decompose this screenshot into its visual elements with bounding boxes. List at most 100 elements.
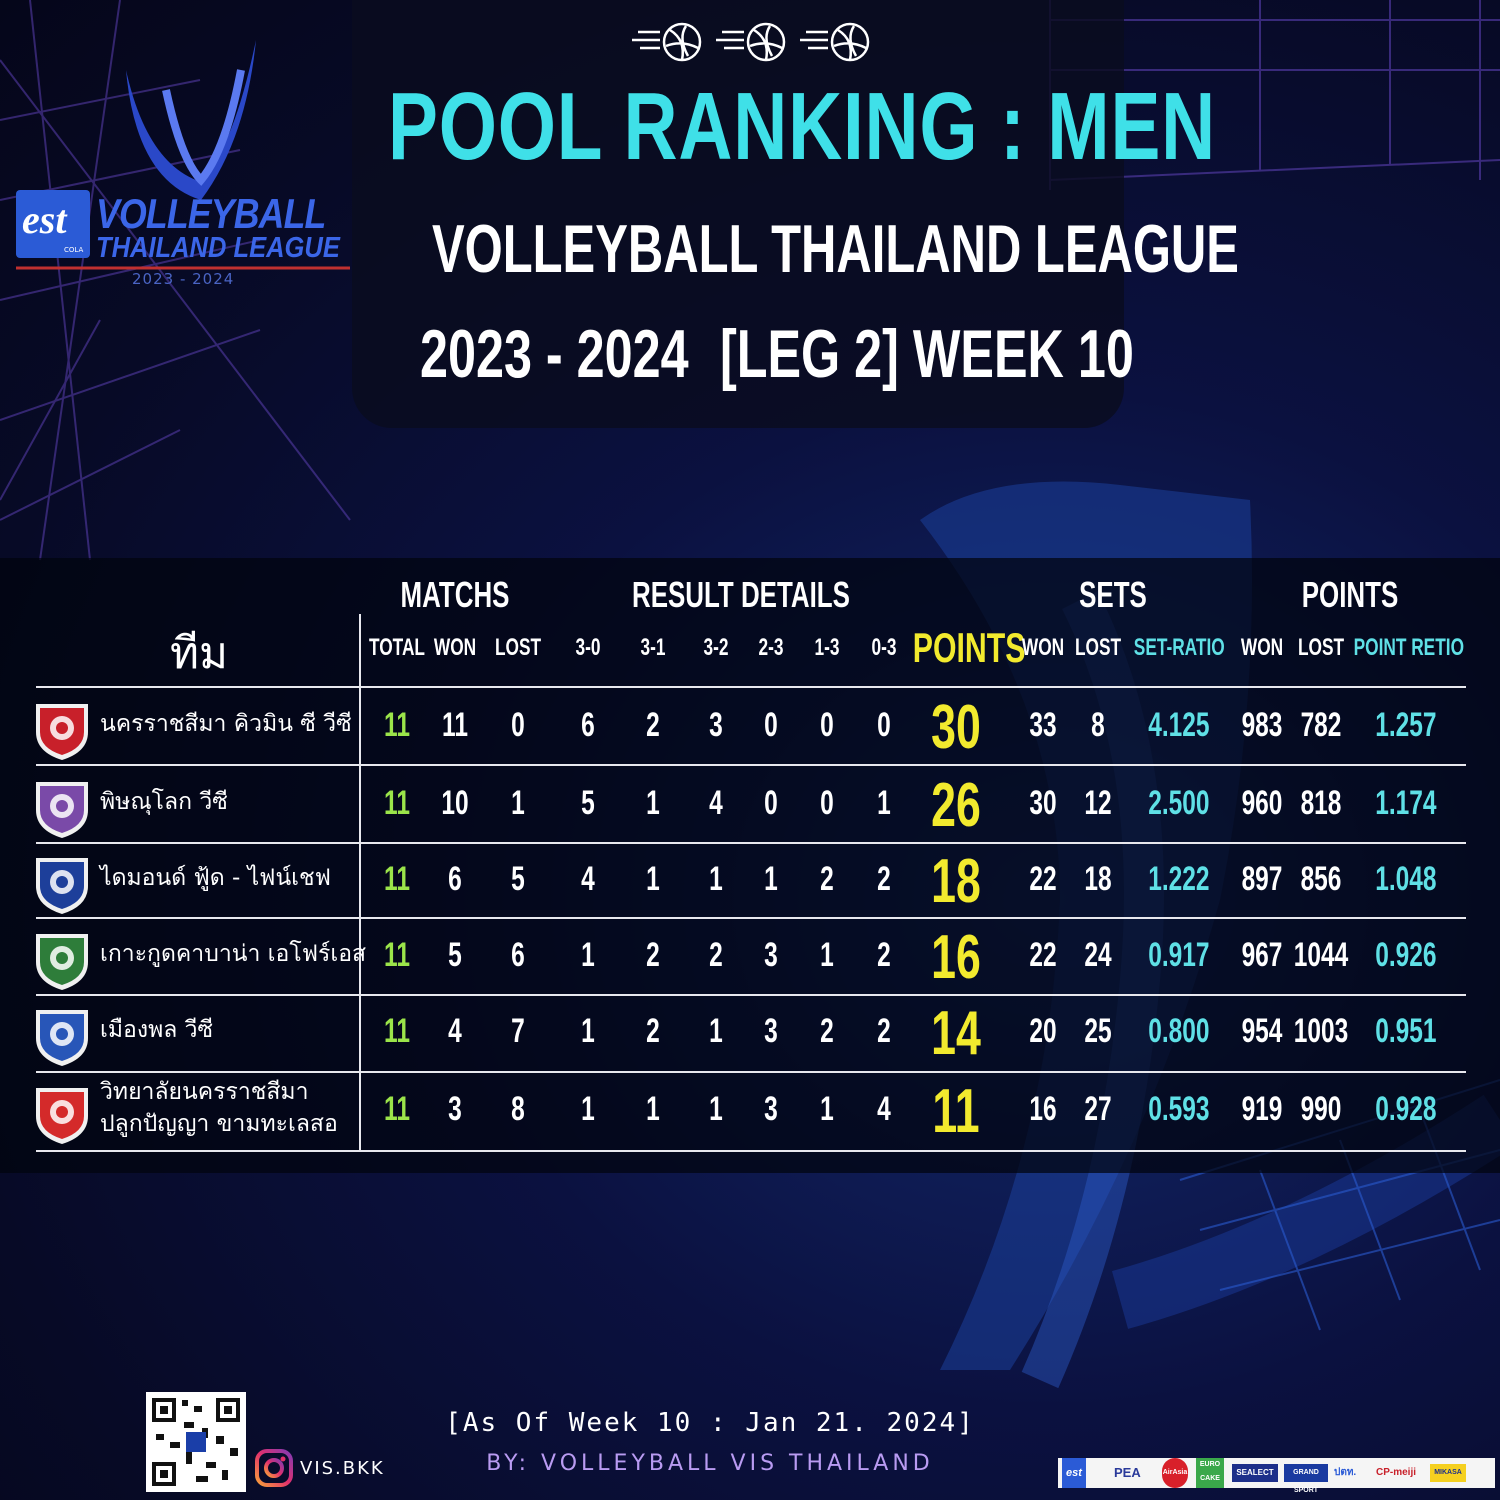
cell-r13: 0 xyxy=(820,706,834,744)
cell-total: 11 xyxy=(384,706,410,744)
team-name-line: เมืองพล วีซี xyxy=(100,1017,214,1043)
league-logo-emblem xyxy=(16,40,350,270)
cell-lost: 7 xyxy=(511,1012,525,1050)
matchs-header: MATCHS xyxy=(400,574,510,615)
cell-lost: 5 xyxy=(511,860,525,898)
team-name-line: นครราชสีมา คิวมิน ซี วีซี xyxy=(100,711,352,737)
volleyball-icon xyxy=(716,22,786,62)
cell-sets-lost: 8 xyxy=(1091,706,1105,744)
col-3-1: 3-1 xyxy=(640,634,666,661)
cell-r31: 1 xyxy=(646,1090,660,1128)
cell-r13: 0 xyxy=(820,784,834,822)
cell-points: 30 xyxy=(931,693,981,762)
cell-total: 11 xyxy=(384,1090,410,1128)
cell-point-ratio: 1.257 xyxy=(1375,706,1437,744)
cell-r30: 1 xyxy=(581,1090,595,1128)
cell-pts-lost: 1044 xyxy=(1293,936,1349,974)
instagram-icon[interactable] xyxy=(254,1448,294,1488)
volleyball-icons xyxy=(632,22,870,62)
cell-pts-won: 919 xyxy=(1241,1090,1283,1128)
logo-years: 2023 - 2024 xyxy=(132,270,235,288)
row-divider xyxy=(36,1150,1466,1152)
cell-points: 11 xyxy=(932,1077,980,1146)
cell-total: 11 xyxy=(384,860,410,898)
sponsor-logo: AirAsia xyxy=(1162,1458,1188,1488)
cell-r23: 0 xyxy=(764,784,778,822)
cell-r31: 1 xyxy=(646,784,660,822)
cell-sets-lost: 27 xyxy=(1084,1090,1112,1128)
sponsor-logo: MIKASA xyxy=(1430,1464,1466,1482)
row-divider xyxy=(36,842,1466,844)
cell-r32: 1 xyxy=(709,1012,723,1050)
team-name: ไดมอนด์ ฟู้ด - ไฟน์เชฟ xyxy=(100,862,331,894)
team-crest-icon xyxy=(36,934,88,990)
cell-r03: 2 xyxy=(877,1012,891,1050)
cell-r03: 1 xyxy=(877,784,891,822)
sponsor-logo: est xyxy=(1062,1458,1086,1488)
table-divider xyxy=(359,614,361,1152)
cell-set-ratio: 2.500 xyxy=(1148,784,1210,822)
cell-r32: 3 xyxy=(709,706,723,744)
cell-sets-won: 16 xyxy=(1029,1090,1057,1128)
cell-total: 11 xyxy=(384,784,410,822)
col-set-ratio: SET-RATIO xyxy=(1133,634,1225,661)
col-1-3: 1-3 xyxy=(814,634,840,661)
cell-lost: 0 xyxy=(511,706,525,744)
cell-lost: 1 xyxy=(511,784,525,822)
cell-r30: 1 xyxy=(581,936,595,974)
cell-sets-lost: 12 xyxy=(1084,784,1112,822)
cell-r30: 4 xyxy=(581,860,595,898)
team-name: พิษณุโลก วีซี xyxy=(100,786,228,818)
team-crest-icon xyxy=(36,782,88,838)
cell-won: 3 xyxy=(448,1090,462,1128)
cell-r31: 2 xyxy=(646,936,660,974)
cell-sets-lost: 24 xyxy=(1084,936,1112,974)
cell-r13: 1 xyxy=(820,936,834,974)
cell-won: 11 xyxy=(442,706,468,744)
cell-r32: 2 xyxy=(709,936,723,974)
cell-pts-lost: 990 xyxy=(1300,1090,1342,1128)
points-group-header: POINTS xyxy=(1301,574,1399,615)
row-divider xyxy=(36,686,1466,688)
sponsor-strip: est PEA AirAsia EURO CAKE SEALECT GRAND … xyxy=(1058,1458,1495,1494)
cell-points: 18 xyxy=(931,847,981,916)
team-name: นครราชสีมา คิวมิน ซี วีซี xyxy=(100,708,352,740)
cell-total: 11 xyxy=(384,1012,410,1050)
col-points: POINTS xyxy=(912,624,1026,671)
cell-r31: 1 xyxy=(646,860,660,898)
col-total: TOTAL xyxy=(368,634,425,661)
cell-r03: 2 xyxy=(877,860,891,898)
row-divider xyxy=(36,917,1466,919)
cell-sets-won: 22 xyxy=(1029,936,1057,974)
sponsor-logo: SEALECT xyxy=(1232,1464,1278,1482)
cell-pts-won: 954 xyxy=(1241,1012,1283,1050)
cell-r13: 2 xyxy=(820,860,834,898)
cell-points: 16 xyxy=(931,923,981,992)
sponsor-logo: CP-meiji xyxy=(1376,1467,1417,1478)
instagram-handle[interactable]: VIS.BKK xyxy=(300,1458,385,1479)
col-won: WON xyxy=(433,634,477,661)
result-details-header: RESULT DETAILS xyxy=(632,574,850,615)
cell-r23: 0 xyxy=(764,706,778,744)
cell-sets-won: 30 xyxy=(1029,784,1057,822)
row-divider xyxy=(36,1071,1466,1073)
cell-pts-lost: 1003 xyxy=(1293,1012,1349,1050)
cell-r32: 1 xyxy=(709,1090,723,1128)
cell-r30: 1 xyxy=(581,1012,595,1050)
cell-set-ratio: 0.593 xyxy=(1148,1090,1210,1128)
cell-point-ratio: 1.048 xyxy=(1375,860,1437,898)
cell-r32: 1 xyxy=(709,860,723,898)
cell-sets-won: 22 xyxy=(1029,860,1057,898)
team-name: วิทยาลัยนครราชสีมา ปลูกปัญญา ขามทะเลสอ xyxy=(100,1076,338,1140)
cell-r03: 2 xyxy=(877,936,891,974)
col-0-3: 0-3 xyxy=(871,634,897,661)
cell-pts-lost: 818 xyxy=(1300,784,1342,822)
team-crest-icon xyxy=(36,704,88,760)
qr-code xyxy=(146,1392,246,1492)
cell-r23: 3 xyxy=(764,1012,778,1050)
col-pts-lost: LOST xyxy=(1297,634,1345,661)
cell-r31: 2 xyxy=(646,1012,660,1050)
team-crest-icon xyxy=(36,858,88,914)
cell-r32: 4 xyxy=(709,784,723,822)
